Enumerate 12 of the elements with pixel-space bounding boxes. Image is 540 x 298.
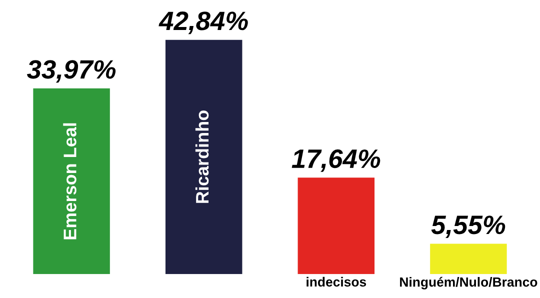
bar [165, 40, 242, 274]
bar [33, 88, 110, 274]
x-tick-label: Ninguém/Nulo/Branco [400, 276, 538, 290]
data-label: 17,64% [292, 149, 380, 172]
x-tick-label: Ricardinho [195, 110, 209, 203]
bar [430, 244, 507, 274]
data-label: 42,84% [158, 12, 248, 34]
bar [298, 178, 375, 274]
x-tick-label: indecisos [306, 276, 366, 287]
data-label: 33,97% [27, 60, 116, 83]
data-label: 5,55% [431, 216, 506, 238]
x-tick-label: Emerson Leal [63, 123, 76, 240]
